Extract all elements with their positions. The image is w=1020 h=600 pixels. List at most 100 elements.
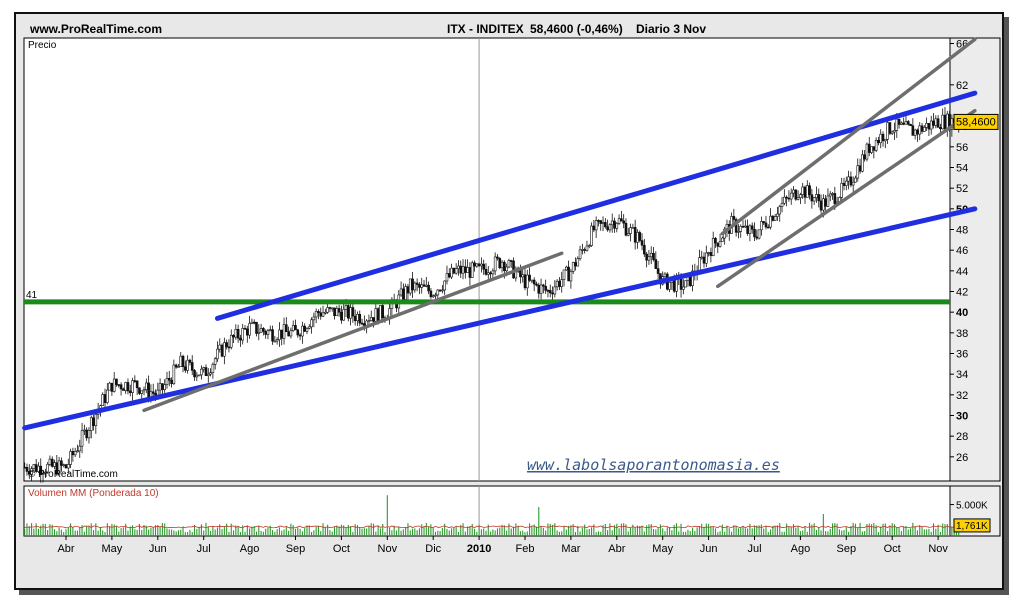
candle-body [581, 249, 584, 251]
candle-body [523, 274, 527, 289]
candle-body [631, 227, 635, 229]
candle-body [805, 185, 809, 198]
candle-body [645, 253, 648, 261]
time-tick-label: Jul [197, 543, 211, 555]
price-tick-label: 52 [956, 183, 968, 195]
candle-body [140, 390, 144, 394]
candle-body [879, 133, 883, 144]
candle-body [213, 358, 217, 365]
candle-body [792, 189, 795, 194]
candle-body [23, 466, 26, 469]
candle-body [656, 268, 660, 274]
candle-body [356, 313, 359, 322]
candle-body [663, 273, 667, 278]
candle-body [849, 176, 853, 186]
candle-body [831, 193, 834, 195]
candle-body [716, 242, 720, 247]
candle-body [737, 231, 740, 233]
candle-body [562, 269, 566, 280]
candle-body [30, 468, 33, 475]
candle-body [415, 282, 419, 285]
candle-body [112, 378, 116, 392]
candle-body [342, 309, 345, 321]
candle-body [909, 123, 912, 126]
candle-body [103, 394, 107, 403]
candle-body [374, 308, 378, 322]
candle-body [819, 200, 823, 211]
trendline-gray [720, 37, 977, 236]
candle-body [702, 256, 706, 264]
candle-body [856, 165, 860, 179]
price-tick-label: 38 [956, 328, 968, 340]
candle-body [142, 389, 146, 392]
candle-body [420, 284, 424, 288]
candle-body [239, 337, 242, 341]
ticker-name: ITX - INDITEX [447, 22, 524, 36]
candle-body [41, 473, 45, 475]
candle-body [248, 323, 251, 336]
candle-body [64, 464, 68, 469]
candle-body [610, 220, 614, 226]
time-tick-label: Dic [425, 543, 441, 555]
candle-body [539, 284, 543, 294]
candle-body [250, 321, 254, 324]
candle-body [321, 312, 325, 317]
site-title[interactable]: www.ProRealTime.com [30, 22, 163, 36]
time-axis-panel [18, 538, 950, 556]
candle-body [264, 331, 267, 335]
candle-body [672, 279, 676, 292]
candle-body [147, 382, 150, 398]
candle-body [360, 322, 364, 325]
candle-body [594, 220, 598, 231]
candle-body [548, 290, 552, 294]
candle-body [574, 262, 577, 267]
candle-body [108, 382, 111, 391]
time-tick-label: Sep [837, 543, 857, 555]
price-tick-label: 30 [956, 411, 968, 423]
candle-body [718, 241, 722, 247]
candle-body [509, 260, 513, 262]
candle-body [771, 215, 775, 221]
candle-body [126, 382, 130, 392]
candle-body [923, 127, 926, 132]
candle-body [617, 218, 621, 224]
candle-body [328, 307, 332, 309]
candle-body [555, 280, 559, 288]
candle-body [303, 325, 306, 332]
candle-body [626, 233, 630, 236]
candle-body [766, 226, 770, 229]
candle-body [195, 374, 199, 378]
candle-body [872, 146, 876, 151]
candle-body [73, 451, 77, 456]
candle-body [542, 284, 545, 287]
candle-body [569, 271, 573, 282]
time-tick-label: Mar [561, 543, 580, 555]
candle-body [477, 263, 481, 267]
candle-body [223, 342, 226, 357]
candle-body [934, 118, 938, 126]
candle-body [450, 267, 453, 278]
candle-body [870, 146, 873, 153]
time-tick-label: Feb [516, 543, 535, 555]
candle-body [50, 458, 54, 467]
candle-body [750, 225, 754, 230]
candle-body [57, 460, 61, 475]
time-tick-label: Oct [333, 543, 350, 555]
candle-body [787, 197, 791, 200]
candle-body [335, 308, 339, 317]
candle-body [25, 467, 29, 472]
candle-body [941, 114, 944, 130]
candle-body [431, 295, 435, 298]
candle-body [280, 329, 284, 339]
candle-body [62, 464, 66, 466]
candle-body [243, 327, 247, 330]
candle-body [902, 122, 905, 125]
candle-body [255, 321, 258, 334]
price-tick-label: 56 [956, 142, 968, 154]
candle-body [796, 197, 800, 200]
candle-body [298, 334, 302, 337]
time-tick-label: Ago [791, 543, 811, 555]
candle-body [744, 225, 747, 228]
candle-body [753, 228, 756, 238]
candle-body [480, 263, 483, 267]
